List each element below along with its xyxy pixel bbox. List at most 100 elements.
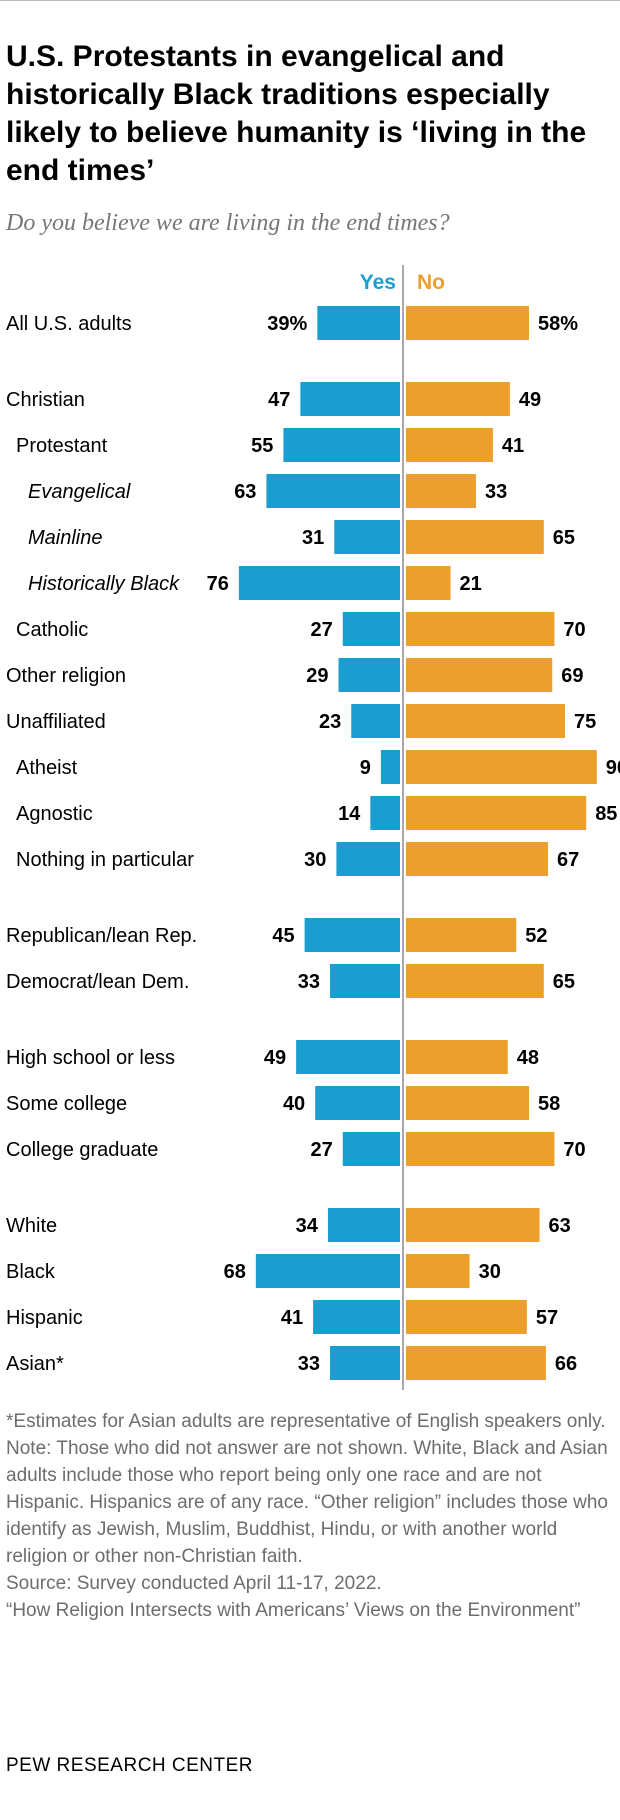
source-note: Source: Survey conducted April 11-17, 20…: [6, 1573, 382, 1594]
no-bar: [406, 796, 587, 830]
yes-value-label: 39%: [267, 313, 307, 335]
no-bar: [406, 428, 493, 462]
category-label: Catholic: [16, 619, 88, 641]
yes-value-label: 33: [298, 971, 320, 993]
no-bar: [406, 1040, 508, 1074]
category-label: All U.S. adults: [6, 313, 132, 335]
yes-value-label: 47: [268, 389, 290, 411]
no-value-label: 48: [517, 1047, 539, 1069]
yes-value-label: 45: [272, 925, 294, 947]
no-value-label: 67: [557, 849, 579, 871]
no-bar: [406, 750, 597, 784]
no-value-label: 65: [553, 527, 575, 549]
methodology-note: Note: Those who did not answer are not s…: [6, 1438, 608, 1567]
no-bar: [406, 1300, 527, 1334]
yes-value-label: 41: [281, 1307, 303, 1329]
category-label: Other religion: [6, 665, 126, 687]
yes-value-label: 76: [207, 573, 229, 595]
no-bar: [406, 918, 517, 952]
yes-value-label: 29: [306, 665, 328, 687]
no-value-label: 70: [563, 619, 585, 641]
yes-bar: [296, 1040, 400, 1074]
category-label: Agnostic: [16, 803, 93, 825]
no-bar: [406, 306, 529, 340]
yes-bar: [283, 428, 400, 462]
no-value-label: 66: [555, 1353, 577, 1375]
category-label: Hispanic: [6, 1307, 83, 1329]
legend-yes: Yes: [360, 271, 396, 294]
yes-bar: [336, 842, 400, 876]
yes-value-label: 27: [311, 1139, 333, 1161]
no-bar: [406, 382, 510, 416]
category-label: Democrat/lean Dem.: [6, 971, 189, 993]
yes-value-label: 68: [224, 1261, 246, 1283]
category-label: Asian*: [6, 1353, 64, 1375]
no-bar: [406, 1086, 529, 1120]
pew-logo-text: PEW RESEARCH CENTER: [6, 1755, 254, 1776]
no-value-label: 75: [574, 711, 596, 733]
yes-bar: [338, 658, 400, 692]
no-bar: [406, 658, 553, 692]
category-label: College graduate: [6, 1139, 158, 1161]
no-value-label: 21: [460, 573, 482, 595]
yes-value-label: 23: [319, 711, 341, 733]
yes-value-label: 63: [234, 481, 256, 503]
no-value-label: 33: [485, 481, 507, 503]
yes-bar: [313, 1300, 400, 1334]
category-label: Mainline: [28, 527, 102, 549]
no-bar: [406, 474, 476, 508]
no-bar: [406, 704, 565, 738]
yes-bar: [255, 1254, 400, 1288]
no-value-label: 85: [595, 803, 617, 825]
chart-notes: *Estimates for Asian adults are represen…: [6, 1408, 611, 1624]
category-label: Christian: [6, 389, 85, 411]
yes-bar: [342, 612, 400, 646]
no-value-label: 52: [525, 925, 547, 947]
category-label: Some college: [6, 1093, 127, 1115]
yes-value-label: 27: [311, 619, 333, 641]
yes-bar: [351, 704, 400, 738]
no-bar: [406, 612, 555, 646]
yes-bar: [330, 1346, 400, 1380]
category-label: Unaffiliated: [6, 711, 106, 733]
top-rule: [0, 0, 620, 1]
yes-value-label: 31: [302, 527, 324, 549]
yes-value-label: 9: [360, 757, 371, 779]
yes-bar: [315, 1086, 400, 1120]
no-value-label: 49: [519, 389, 541, 411]
no-value-label: 41: [502, 435, 524, 457]
no-value-label: 70: [563, 1139, 585, 1161]
yes-bar: [327, 1208, 400, 1242]
no-bar: [406, 1208, 540, 1242]
no-value-label: 58%: [538, 313, 578, 335]
yes-value-label: 55: [251, 435, 273, 457]
no-value-label: 57: [536, 1307, 558, 1329]
yes-bar: [330, 964, 400, 998]
diverging-bar-chart: Yes No All U.S. adults 39% 58% Christian 47 49 P…: [6, 265, 620, 1390]
category-label: Protestant: [16, 435, 108, 457]
no-value-label: 63: [549, 1215, 571, 1237]
yes-bar: [370, 796, 400, 830]
yes-bar: [238, 566, 400, 600]
no-bar: [406, 1254, 470, 1288]
yes-bar: [304, 918, 400, 952]
no-bar: [406, 520, 544, 554]
category-label: Republican/lean Rep.: [6, 925, 197, 947]
category-label: High school or less: [6, 1047, 175, 1069]
asterisk-note: *Estimates for Asian adults are represen…: [6, 1411, 606, 1432]
yes-value-label: 49: [264, 1047, 286, 1069]
yes-bar: [317, 306, 400, 340]
report-title: “How Religion Intersects with Americans’…: [6, 1600, 581, 1621]
category-label: Atheist: [16, 757, 78, 779]
yes-bar: [300, 382, 400, 416]
yes-value-label: 30: [304, 849, 326, 871]
no-bar: [406, 1132, 555, 1166]
category-label: Evangelical: [28, 481, 131, 503]
yes-bar: [342, 1132, 400, 1166]
category-label: Black: [6, 1261, 56, 1283]
no-bar: [406, 566, 451, 600]
no-value-label: 90: [606, 757, 620, 779]
yes-bar: [334, 520, 400, 554]
no-value-label: 65: [553, 971, 575, 993]
category-label: Nothing in particular: [16, 849, 194, 871]
